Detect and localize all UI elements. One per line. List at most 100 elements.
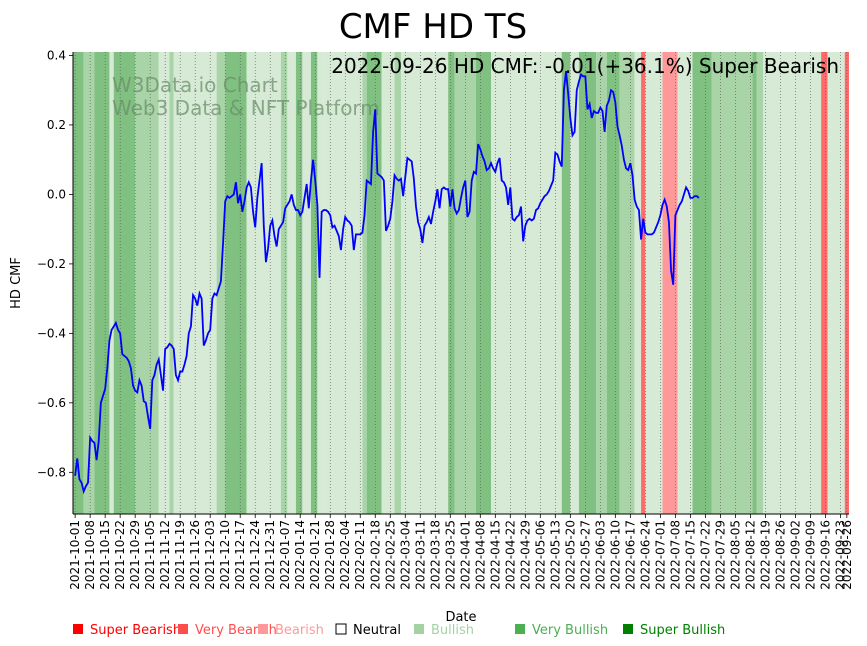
legend-item-very-bullish: Very Bullish — [515, 623, 608, 638]
regime-band-21 — [381, 52, 395, 514]
regime-band-0 — [73, 52, 84, 514]
x-tick-label: 2022-09-02 — [788, 520, 802, 590]
latest-value-annotation: 2022-09-26 HD CMF: -0.01(+36.1%) Super B… — [331, 54, 839, 78]
x-tick-label: 2022-07-15 — [683, 520, 697, 590]
x-tick-label: 2021-10-01 — [68, 520, 82, 590]
regime-band-35 — [641, 52, 646, 514]
regime-band-32 — [606, 52, 620, 514]
regime-band-34 — [634, 52, 642, 514]
x-tick-label: 2022-03-04 — [398, 520, 412, 590]
x-tick-label: 2022-06-17 — [623, 520, 637, 590]
x-tick-label: 2022-07-01 — [653, 520, 667, 590]
x-tick-label: 2022-01-28 — [323, 520, 337, 590]
regime-band-19 — [362, 52, 367, 514]
regime-band-17 — [317, 52, 324, 514]
regime-band-41 — [752, 52, 757, 514]
y-tick-label: −0.8 — [37, 465, 66, 479]
regime-band-29 — [570, 52, 579, 514]
legend-label: Bearish — [275, 623, 324, 638]
x-tick-label: 2021-12-10 — [218, 520, 232, 590]
regime-band-27 — [491, 52, 562, 514]
legend-item-super-bullish: Super Bullish — [623, 623, 725, 638]
regime-band-28 — [561, 52, 571, 514]
chart-title: CMF HD TS — [339, 7, 527, 47]
regime-band-44 — [821, 52, 828, 514]
regime-band-40 — [711, 52, 753, 514]
legend-label: Bullish — [431, 623, 474, 638]
x-tick-label: 2021-11-19 — [173, 520, 187, 590]
x-tick-label: 2022-07-29 — [713, 520, 727, 590]
x-tick-label: 2022-02-18 — [368, 520, 382, 590]
legend-item-bullish: Bullish — [414, 623, 474, 638]
regime-band-23 — [400, 52, 449, 514]
regime-band-18 — [323, 52, 363, 514]
x-tick-label: 2022-04-01 — [458, 520, 472, 590]
legend-item-neutral: Neutral — [335, 623, 401, 638]
y-axis-label: HD CMF — [9, 257, 24, 309]
x-tick-label: 2021-10-08 — [83, 520, 97, 590]
x-axis-label: Date — [445, 610, 476, 625]
x-tick-label: 2021-12-17 — [233, 520, 247, 590]
x-tick-label: 2021-11-12 — [158, 520, 172, 590]
x-tick-label: 2022-09-16 — [818, 520, 832, 590]
regime-band-43 — [763, 52, 822, 514]
x-tick-label: 2021-11-26 — [188, 520, 202, 590]
x-tick-label: 2022-08-19 — [758, 520, 772, 590]
x-tick-label: 2021-12-03 — [203, 520, 217, 590]
regime-band-1 — [83, 52, 95, 514]
x-tick-label: 2021-11-05 — [143, 520, 157, 590]
x-tick-label: 2022-04-15 — [488, 520, 502, 590]
legend-label: Very Bullish — [532, 623, 608, 638]
regime-band-24 — [448, 52, 455, 514]
x-tick-label: 2022-06-10 — [608, 520, 622, 590]
regime-bands — [73, 52, 849, 514]
watermark-line-1: W3Data.io Chart — [112, 73, 278, 97]
x-tick-label: 2022-02-11 — [353, 520, 367, 590]
regime-band-14 — [295, 52, 303, 514]
x-tick-label: 2022-04-22 — [503, 520, 517, 590]
x-tick-label: 2022-08-12 — [743, 520, 757, 590]
x-tick-label: 2021-10-22 — [113, 520, 127, 590]
legend-swatch — [73, 624, 83, 634]
x-tick-label: 2022-04-08 — [473, 520, 487, 590]
x-tick-label: 2022-01-14 — [293, 520, 307, 590]
regime-band-42 — [756, 52, 764, 514]
regime-band-33 — [619, 52, 635, 514]
regime-band-3 — [109, 52, 114, 514]
legend-label: Very Bearish — [195, 623, 277, 638]
x-tick-label: 2022-04-29 — [518, 520, 532, 590]
x-tick-label: 2022-09-23 — [833, 520, 847, 590]
x-tick-label: 2022-05-13 — [548, 520, 562, 590]
x-tick-label: 2022-05-06 — [533, 520, 547, 590]
x-tick-label: 2021-10-15 — [98, 520, 112, 590]
x-tick-label: 2021-10-29 — [128, 520, 142, 590]
x-tick-label: 2022-09-26 — [840, 520, 854, 590]
regime-band-39 — [692, 52, 712, 514]
legend-swatch — [414, 624, 424, 634]
regime-band-36 — [645, 52, 663, 514]
regime-band-31 — [596, 52, 607, 514]
regime-band-10 — [225, 52, 247, 514]
legend-label: Super Bearish — [90, 623, 181, 638]
regime-band-22 — [394, 52, 401, 514]
x-tick-label: 2022-05-20 — [563, 520, 577, 590]
legend-swatch — [178, 624, 188, 634]
regime-band-7 — [169, 52, 174, 514]
legend-label: Super Bullish — [640, 623, 725, 638]
x-tick-label: 2022-06-03 — [593, 520, 607, 590]
regime-band-16 — [310, 52, 318, 514]
x-tick-label: 2022-01-07 — [278, 520, 292, 590]
cmf-series-line — [74, 71, 700, 495]
legend-swatch — [515, 624, 525, 634]
x-tick-label: 2022-08-05 — [728, 520, 742, 590]
regime-band-5 — [135, 52, 159, 514]
regime-band-4 — [113, 52, 136, 514]
x-tick-label: 2022-06-24 — [638, 520, 652, 590]
regime-band-30 — [578, 52, 597, 514]
regime-band-11 — [246, 52, 281, 514]
x-tick-label: 2022-01-21 — [308, 520, 322, 590]
watermark-line-2: Web3 Data & NFT Platform — [112, 96, 380, 120]
y-tick-label: 0.2 — [47, 118, 66, 132]
